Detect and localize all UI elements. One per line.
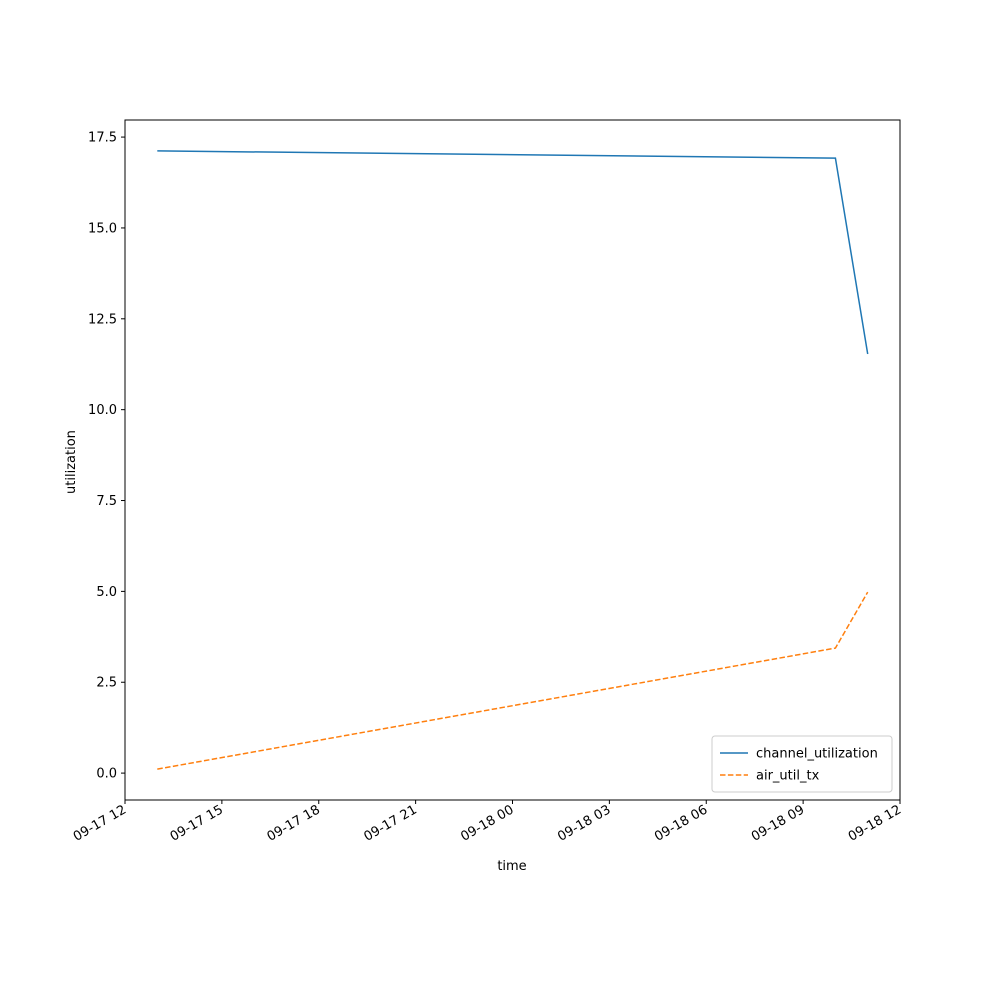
plot-frame	[124, 119, 901, 801]
y-tick-label: 0.0	[96, 767, 117, 782]
y-axis-label: utilization	[64, 430, 79, 494]
x-tick-label: 09-18 09	[749, 802, 807, 844]
y-tick-label: 12.5	[88, 312, 117, 327]
y-tick-label: 10.0	[88, 403, 117, 418]
y-tick-label: 7.5	[96, 494, 117, 509]
x-tick-label: 09-18 06	[652, 802, 710, 844]
y-tick-label: 17.5	[88, 131, 117, 146]
series-line	[157, 150, 869, 355]
legend-box	[711, 735, 893, 793]
y-tick-label: 2.5	[96, 676, 117, 691]
x-axis-label: time	[497, 859, 526, 874]
x-tick-label: 09-18 12	[846, 802, 904, 844]
x-tick-label: 09-17 12	[71, 802, 129, 844]
y-tick-label: 15.0	[88, 221, 117, 236]
y-tick-label: 5.0	[96, 585, 117, 600]
x-tick-label: 09-18 03	[555, 802, 613, 844]
x-tick-label: 09-17 18	[265, 802, 323, 844]
legend-label: air_util_tx	[756, 769, 820, 784]
series-line	[157, 591, 869, 770]
x-tick-label: 09-18 00	[458, 802, 516, 844]
legend-label: channel_utilization	[756, 747, 878, 762]
x-tick-label: 09-17 15	[168, 802, 226, 844]
x-tick-label: 09-17 21	[362, 802, 420, 844]
